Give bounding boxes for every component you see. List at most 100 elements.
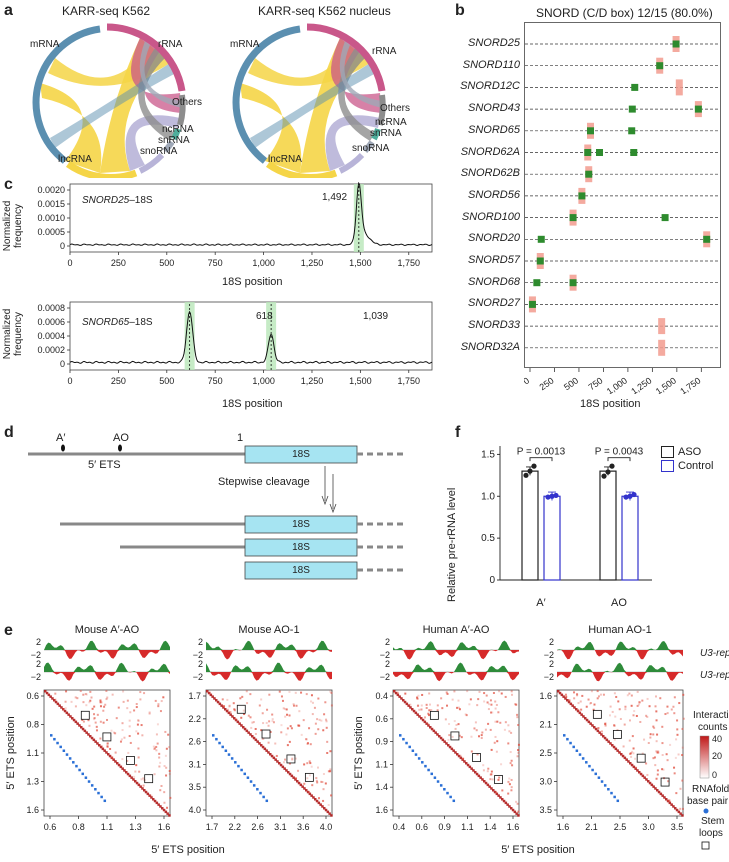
c-bottom-xtick-label: 1,750 <box>398 376 421 386</box>
e-map-signal <box>288 714 291 717</box>
e-map-signal <box>447 738 450 741</box>
snord-xlabel: 18S position <box>580 398 641 410</box>
e-map-signal <box>322 729 325 732</box>
e-map-signal <box>568 699 571 702</box>
e-map-diagonal <box>621 754 625 758</box>
e-map-signal <box>446 692 449 695</box>
c-bottom-ytick-label: 0.0006 <box>37 317 65 327</box>
c-top-pair-label: SNORD25–18S <box>82 195 153 206</box>
e-map-signal <box>462 757 465 760</box>
e-map-diagonal <box>396 693 400 697</box>
e-map-signal <box>511 693 514 696</box>
e-map-signal <box>396 691 399 694</box>
e-map-diagonal <box>448 745 452 749</box>
e-map-ytick-label: 1.6 <box>26 805 39 815</box>
e-map-diagonal <box>486 783 490 787</box>
e-map-xtick-label: 1.6 <box>557 822 570 832</box>
f-point <box>549 493 555 499</box>
e-map-diagonal <box>87 733 90 736</box>
e-map-stem-loop <box>102 732 112 742</box>
e-map-signal <box>679 787 682 790</box>
e-map-diagonal <box>101 747 105 751</box>
e-map-signal <box>321 781 324 784</box>
chord-left-label-rrna: rRNA <box>158 39 183 50</box>
e-map-signal <box>618 708 621 711</box>
e-map-signal <box>485 694 488 697</box>
e-map-diagonal <box>166 812 169 815</box>
e-map-diagonal <box>56 702 60 706</box>
e-map-signal <box>609 705 612 708</box>
e-map-diagonal <box>62 708 65 711</box>
e-map-diagonal <box>466 763 470 767</box>
e-map-ytick-label: 0.8 <box>26 720 39 730</box>
e-map-signal <box>137 719 140 722</box>
c-top-peak-label: 1,492 <box>322 192 348 203</box>
e-map-signal <box>306 742 309 745</box>
e-map-signal <box>629 752 632 755</box>
e-map-xtick-label: 1.6 <box>507 822 520 832</box>
e-map-signal <box>129 741 132 744</box>
e-map-signal <box>271 718 274 721</box>
e-map-signal <box>269 730 272 733</box>
c-bottom-xtick-label: 1,250 <box>301 376 324 386</box>
e-map-signal <box>643 738 646 741</box>
e-legend-rnafold: RNAfold <box>692 784 729 795</box>
e-map-ytick-label: 1.1 <box>26 748 39 758</box>
e-legend-colorbar <box>699 735 710 779</box>
e-map-signal <box>681 727 684 730</box>
e-map-signal <box>324 782 327 785</box>
e-map-signal <box>653 756 656 759</box>
e-map-signal <box>487 767 490 770</box>
e-map-signal <box>93 705 96 708</box>
e-map-diagonal <box>146 792 150 796</box>
e-map-signal <box>457 706 460 709</box>
e-map-signal <box>54 698 57 701</box>
e-map-diagonal <box>90 736 94 740</box>
e-map-diagonal <box>137 783 141 787</box>
e-map-signal <box>169 796 172 799</box>
e-map-diagonal <box>594 727 598 731</box>
e-map-xtick-label: 0.4 <box>393 822 406 832</box>
e-map-signal <box>649 736 652 739</box>
e-xlabel-right: 5′ ETS position <box>501 844 575 856</box>
e-map-signal <box>157 705 160 708</box>
e-map-signal <box>245 690 248 693</box>
e-map-signal <box>138 770 141 773</box>
e-map-diagonal <box>94 740 97 743</box>
e-map-signal <box>480 737 483 740</box>
snord-green-mark <box>584 149 592 156</box>
c-top-xtick-label: 500 <box>159 258 174 268</box>
e-map-signal <box>446 704 449 707</box>
e-map-basepair <box>84 776 88 779</box>
e-map-diagonal <box>301 785 304 788</box>
e-map-xtick-label: 3.5 <box>671 822 684 832</box>
e-map-ytick-label: 3.1 <box>188 759 201 769</box>
e-map-signal <box>308 774 311 777</box>
e-map-xtick-label: 2.6 <box>251 822 264 832</box>
snord-green-mark <box>672 40 680 48</box>
e-map-signal <box>661 725 664 728</box>
e-map-signal <box>330 704 333 707</box>
e-track-tick: −2 <box>380 650 390 660</box>
e-map-signal <box>482 764 485 767</box>
e-map-diagonal <box>321 805 324 808</box>
e-map-signal <box>247 714 250 717</box>
c-bottom-pair-label: SNORD65–18S <box>82 317 153 328</box>
e-map-signal <box>104 703 107 706</box>
e-map-signal <box>314 722 317 725</box>
e-map-diagonal <box>614 747 618 751</box>
e-track-green <box>206 662 332 672</box>
e-map-basepair <box>417 757 421 760</box>
e-map-ytick-label: 0.9 <box>375 737 388 747</box>
chord-left-label-mrna: mRNA <box>30 39 60 50</box>
e-map-basepair <box>408 745 411 749</box>
e-map-diagonal <box>305 789 308 792</box>
e-map-diagonal <box>258 742 261 745</box>
e-map-diagonal <box>587 720 591 724</box>
e-map-signal <box>666 712 669 715</box>
e-map-signal <box>490 770 493 773</box>
e-map-signal <box>632 714 635 717</box>
e-map-diagonal <box>560 693 564 697</box>
e-map-basepair <box>62 749 66 752</box>
e-map-signal <box>648 705 651 708</box>
